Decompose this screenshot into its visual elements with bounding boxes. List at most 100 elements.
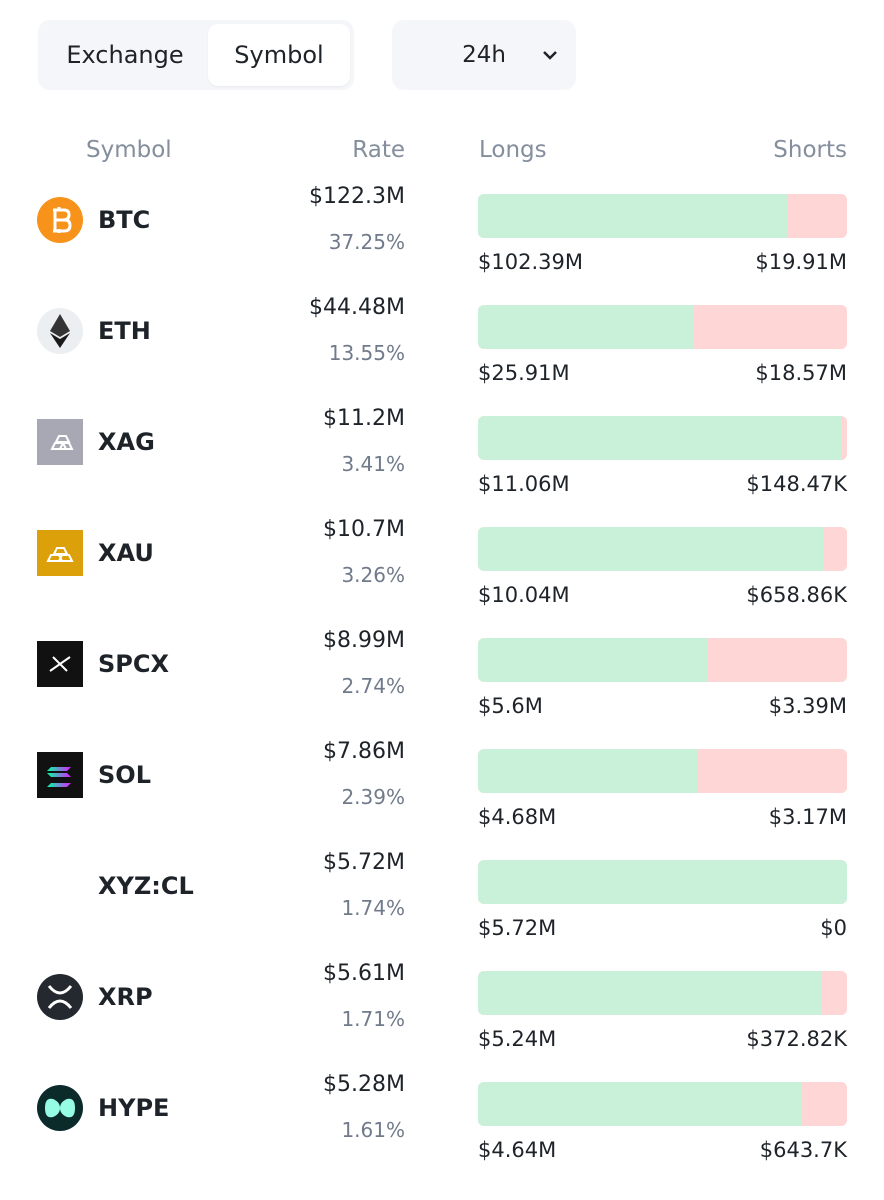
rate-share: 2.74% [341,674,405,698]
longs-bar [478,971,823,1015]
icon-shape [45,1098,75,1118]
shorts-value: $372.82K [746,1027,847,1051]
table-row[interactable]: XRP $5.61M 1.71% $5.24M $372.82K [0,951,884,1062]
shorts-value: $643.7K [759,1138,847,1162]
symbol-name: XRP [98,983,153,1011]
rate-share: 1.71% [341,1007,405,1031]
longs-bar [478,194,787,238]
shorts-bar [786,194,847,238]
longs-bar [478,749,698,793]
longs-bar [478,305,693,349]
rate-amount: $44.48M [309,295,405,320]
longs-value: $4.68M [478,805,557,829]
shorts-value: $3.39M [768,694,847,718]
symbol-name: XAG [98,428,155,456]
tab[interactable]: Exchange [66,41,184,69]
rate-amount: $10.7M [323,517,405,542]
icon-shape [37,308,83,354]
longs-value: $10.04M [478,583,570,607]
table-row[interactable]: SPCX $8.99M 2.74% $5.6M $3.39M [0,618,884,729]
rate-share: 37.25% [328,230,405,254]
ratio-bar [478,860,847,904]
symbol-icon [37,641,83,687]
icon-shape [47,985,73,1009]
rate-share: 3.41% [341,452,405,476]
symbol-name: SPCX [98,650,169,678]
symbol-name: XYZ:CL [98,872,194,900]
rate-share: 1.74% [341,896,405,920]
rate-amount: $5.72M [323,850,405,875]
tab-group: Exchange Symbol [38,20,354,90]
symbol-icon [37,1085,83,1131]
shorts-value: $3.17M [768,805,847,829]
icon-shape [47,767,71,787]
longs-value: $4.64M [478,1138,557,1162]
shorts-bar [707,638,847,682]
column-header: Rate [352,137,405,163]
icon-shape [37,1085,83,1131]
shorts-bar [824,527,847,571]
shorts-value: $0 [820,916,847,940]
shorts-bar [842,416,847,460]
shorts-value: $148.47K [746,472,847,496]
symbol-icon [37,308,83,354]
longs-bar [478,638,708,682]
longs-value: $102.39M [478,250,583,274]
longs-value: $25.91M [478,361,570,385]
symbol-name: XAU [98,539,154,567]
table-row[interactable]: HYPE $5.28M 1.61% $4.64M $643.7K [0,1062,884,1173]
icon-shape [37,530,83,576]
shorts-bar [802,1082,847,1126]
table-row[interactable]: XAG $11.2M 3.41% $11.06M $148.47K [0,396,884,507]
shorts-bar [692,305,847,349]
rate-amount: $11.2M [323,406,405,431]
icon-shape [37,752,83,798]
icon-shape [49,656,71,672]
icon-shape [37,974,83,1020]
table-row[interactable]: XYZ:CL $5.72M 1.74% $5.72M $0 [0,840,884,951]
ratio-bar [478,416,847,460]
icon-shape [46,547,74,562]
ratio-bar [478,749,847,793]
symbol-name: BTC [98,206,151,234]
shorts-bar [697,749,847,793]
longs-value: $5.6M [478,694,543,718]
shorts-value: $658.86K [746,583,847,607]
symbol-name: ETH [98,317,151,345]
shorts-value: $19.91M [755,250,847,274]
icon-shape [37,419,83,465]
column-header: Longs [479,137,547,163]
ratio-bar [478,527,847,571]
longs-value: $5.72M [478,916,557,940]
ratio-bar [478,194,847,238]
rate-amount: $8.99M [323,628,405,653]
symbol-icon [37,752,83,798]
longs-value: $5.24M [478,1027,557,1051]
icon-shape [53,207,72,233]
table-row[interactable]: SOL $7.86M 2.39% $4.68M $3.17M [0,729,884,840]
table-row[interactable]: BTC $122.3M 37.25% $102.39M $19.91M [0,174,884,285]
icon-shape [50,314,70,337]
icon-shape [50,333,70,348]
ratio-bar [478,305,847,349]
shorts-value: $18.57M [755,361,847,385]
timeframe-dropdown[interactable]: 24h [392,20,576,90]
ratio-bar [478,1082,847,1126]
table-row[interactable]: XAU $10.7M 3.26% $10.04M $658.86K [0,507,884,618]
symbol-name: SOL [98,761,151,789]
symbol-icon [37,419,83,465]
symbol-name: HYPE [98,1094,170,1122]
icon-shape [37,641,83,687]
shorts-bar [822,971,847,1015]
tab[interactable]: Symbol [208,24,350,86]
longs-bar [478,1082,803,1126]
rate-amount: $5.61M [323,961,405,986]
table-row[interactable]: ETH $44.48M 13.55% $25.91M $18.57M [0,285,884,396]
icon-shape [37,974,83,1020]
ratio-bar [478,638,847,682]
longs-bar [478,527,825,571]
rate-share: 13.55% [328,341,405,365]
rate-share: 3.26% [341,563,405,587]
